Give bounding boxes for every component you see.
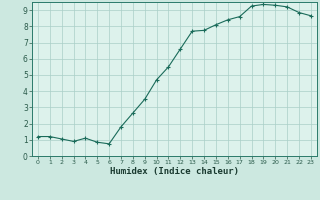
X-axis label: Humidex (Indice chaleur): Humidex (Indice chaleur) [110, 167, 239, 176]
